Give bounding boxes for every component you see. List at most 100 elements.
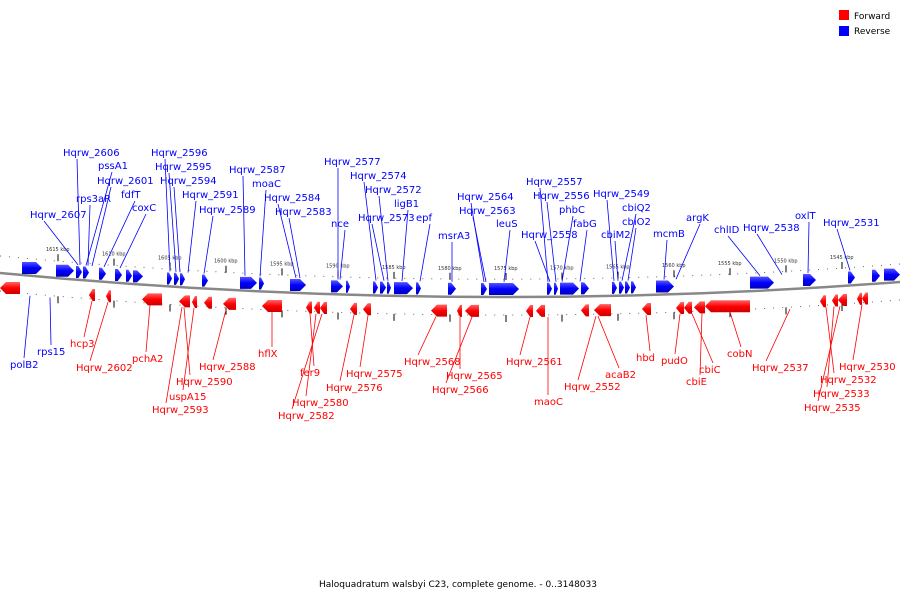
gene-label[interactable]: chlID (714, 225, 740, 236)
forward-gene-arrow[interactable] (705, 300, 750, 313)
gene-label[interactable]: Hqrw_2587 (229, 165, 286, 176)
forward-gene-arrow[interactable] (820, 295, 826, 308)
forward-gene-arrow[interactable] (838, 294, 847, 307)
reverse-gene-arrow[interactable] (750, 276, 774, 289)
gene-label[interactable]: cbiQ2 (622, 203, 651, 214)
forward-gene-arrow[interactable] (204, 296, 212, 309)
gene-label[interactable]: Hqrw_2535 (804, 403, 861, 414)
gene-label[interactable]: Hqrw_2564 (457, 192, 514, 203)
gene-label[interactable]: Hqrw_2565 (446, 371, 503, 382)
gene-label[interactable]: Hqrw_2531 (823, 218, 880, 229)
forward-gene-arrow[interactable] (89, 288, 95, 301)
reverse-gene-arrow[interactable] (631, 281, 636, 294)
gene-label[interactable]: leuS (496, 219, 518, 230)
gene-label[interactable]: Hqrw_2532 (820, 375, 877, 386)
forward-gene-arrow[interactable] (676, 302, 684, 315)
gene-label[interactable]: pssA1 (98, 161, 128, 172)
gene-label[interactable]: Hqrw_2537 (752, 363, 809, 374)
gene-label[interactable]: Hqrw_2596 (151, 148, 208, 159)
reverse-gene-arrow[interactable] (416, 282, 421, 295)
gene-label[interactable]: cbiO2 (622, 217, 651, 228)
forward-gene-arrow[interactable] (594, 304, 611, 317)
gene-label[interactable]: Hqrw_2549 (593, 189, 650, 200)
forward-gene-arrow[interactable] (832, 294, 838, 307)
gene-label[interactable]: msrA3 (438, 231, 470, 242)
reverse-gene-arrow[interactable] (22, 261, 42, 274)
gene-label[interactable]: fdfT (121, 190, 141, 201)
reverse-gene-arrow[interactable] (387, 281, 391, 294)
reverse-gene-arrow[interactable] (56, 264, 74, 277)
reverse-gene-arrow[interactable] (884, 268, 900, 281)
reverse-gene-arrow[interactable] (76, 265, 82, 278)
gene-label[interactable]: Hqrw_2552 (564, 382, 621, 393)
gene-label[interactable]: Hqrw_2582 (278, 411, 335, 422)
gene-label[interactable]: Hqrw_2602 (76, 363, 133, 374)
gene-label[interactable]: cbiC (699, 365, 721, 376)
reverse-gene-arrow[interactable] (259, 277, 264, 290)
gene-label[interactable]: Hqrw_2589 (199, 205, 256, 216)
reverse-gene-arrow[interactable] (803, 274, 816, 287)
gene-label[interactable]: Hqrw_2577 (324, 157, 381, 168)
gene-label[interactable]: Hqrw_2533 (813, 389, 870, 400)
gene-label[interactable]: fabG (573, 219, 597, 230)
gene-label[interactable]: oxlT (795, 211, 817, 222)
gene-label[interactable]: rps3aR (76, 194, 111, 205)
gene-label[interactable]: Hqrw_2595 (155, 162, 212, 173)
gene-label[interactable]: Hqrw_2568 (404, 357, 461, 368)
gene-label[interactable]: pudO (661, 356, 688, 367)
gene-label[interactable]: Hqrw_2590 (176, 377, 233, 388)
gene-label[interactable]: Hqrw_2574 (350, 171, 407, 182)
gene-label[interactable]: hcp3 (70, 339, 95, 350)
reverse-gene-arrow[interactable] (99, 267, 106, 280)
reverse-gene-arrow[interactable] (202, 274, 208, 287)
forward-gene-arrow[interactable] (694, 301, 705, 314)
reverse-gene-arrow[interactable] (612, 281, 617, 294)
gene-label[interactable]: epf (416, 213, 433, 224)
reverse-gene-arrow[interactable] (394, 282, 413, 295)
gene-label[interactable]: Hqrw_2557 (526, 177, 583, 188)
forward-gene-arrow[interactable] (857, 292, 862, 305)
gene-label[interactable]: Hqrw_2601 (97, 176, 154, 187)
reverse-gene-arrow[interactable] (619, 281, 624, 294)
reverse-gene-arrow[interactable] (346, 280, 350, 293)
gene-label[interactable]: Hqrw_2576 (326, 383, 383, 394)
gene-label[interactable]: nce (331, 219, 349, 230)
gene-label[interactable]: Hqrw_2575 (346, 369, 403, 380)
forward-gene-arrow[interactable] (320, 301, 327, 314)
reverse-gene-arrow[interactable] (872, 269, 880, 282)
reverse-gene-arrow[interactable] (167, 272, 172, 285)
gene-label[interactable]: moaC (252, 179, 281, 190)
reverse-gene-arrow[interactable] (133, 270, 143, 283)
reverse-gene-arrow[interactable] (448, 282, 456, 295)
gene-label[interactable]: hflX (258, 349, 278, 360)
reverse-gene-arrow[interactable] (126, 269, 132, 282)
reverse-gene-arrow[interactable] (581, 282, 589, 295)
gene-label[interactable]: Hqrw_2558 (521, 230, 578, 241)
gene-label[interactable]: Hqrw_2588 (199, 362, 256, 373)
forward-gene-arrow[interactable] (457, 304, 462, 317)
reverse-gene-arrow[interactable] (290, 279, 306, 292)
gene-label[interactable]: Hqrw_2606 (63, 148, 120, 159)
gene-label[interactable]: Hqrw_2556 (533, 191, 590, 202)
gene-label[interactable]: Hqrw_2607 (30, 210, 87, 221)
reverse-gene-arrow[interactable] (331, 280, 343, 293)
forward-gene-arrow[interactable] (0, 281, 20, 294)
gene-label[interactable]: ligB1 (394, 199, 419, 210)
gene-label[interactable]: Hqrw_2572 (365, 185, 422, 196)
reverse-gene-arrow[interactable] (180, 273, 185, 286)
reverse-gene-arrow[interactable] (481, 282, 487, 295)
gene-label[interactable]: Hqrw_2594 (160, 176, 217, 187)
forward-gene-arrow[interactable] (862, 292, 868, 305)
gene-label[interactable]: phbC (559, 205, 585, 216)
reverse-gene-arrow[interactable] (373, 281, 378, 294)
gene-label[interactable]: Hqrw_2530 (839, 362, 896, 373)
gene-label[interactable]: Hqrw_2563 (459, 206, 516, 217)
reverse-gene-arrow[interactable] (560, 282, 579, 295)
reverse-gene-arrow[interactable] (489, 283, 519, 296)
gene-label[interactable]: mcmB (653, 229, 685, 240)
gene-label[interactable]: Hqrw_2583 (275, 207, 332, 218)
forward-gene-arrow[interactable] (642, 303, 651, 316)
reverse-gene-arrow[interactable] (554, 282, 558, 295)
reverse-gene-arrow[interactable] (240, 276, 257, 289)
forward-gene-arrow[interactable] (179, 295, 190, 308)
